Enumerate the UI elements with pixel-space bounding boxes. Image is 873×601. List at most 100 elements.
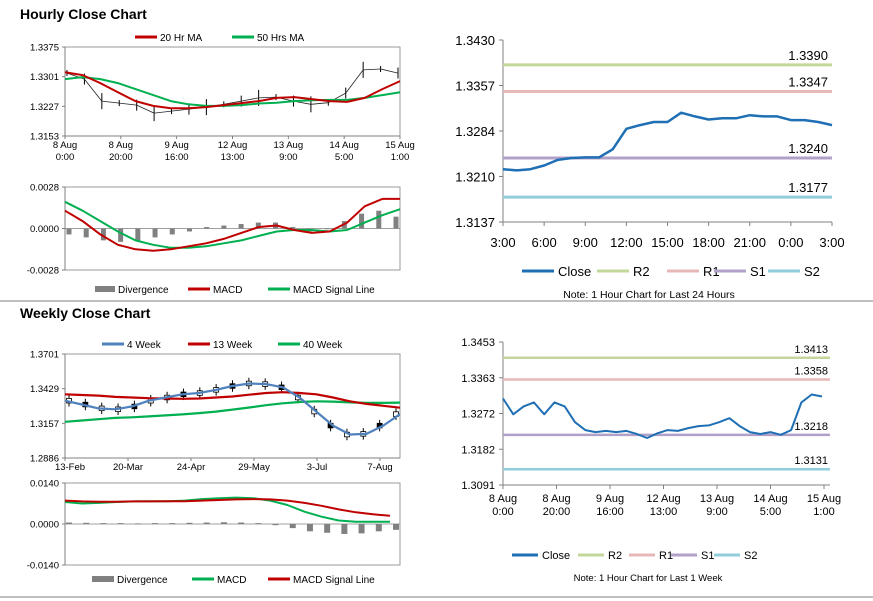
level-label-r1: 1.3358: [794, 366, 828, 378]
x-tick-label: 13-Feb: [55, 462, 85, 473]
legend-item: 4 Week: [102, 340, 162, 351]
chart-note: Note: 1 Hour Chart for Last 24 Hours: [563, 289, 735, 301]
legend-label: S2: [744, 550, 757, 562]
x-tick-label: 9:00: [706, 506, 727, 518]
y-tick-label: 1.3284: [455, 124, 495, 139]
x-tick-label: 7-Aug: [367, 462, 392, 473]
divergence-bar: [375, 524, 382, 532]
divergence-bar: [100, 523, 107, 524]
x-tick-label: 9 Aug: [165, 140, 189, 151]
series-line-signal: [64, 498, 391, 517]
legend-label: MACD: [217, 575, 246, 586]
x-tick-label: 3-Jul: [307, 462, 328, 473]
divergence-bar: [238, 224, 244, 229]
legend-label: R1: [703, 264, 720, 279]
x-tick-label: 0:00: [778, 235, 803, 250]
legend-item: R1: [667, 264, 720, 279]
divergence-bar: [152, 523, 159, 524]
x-tick-label: 3:00: [490, 235, 515, 250]
divergence-bar: [220, 522, 227, 524]
series-line-50hr-ma: [64, 76, 401, 107]
series-line-close: [502, 393, 823, 439]
legend-item: R2: [597, 264, 650, 279]
divergence-bar: [306, 524, 313, 532]
x-tick-label: 0:00: [56, 152, 75, 163]
y-axis: 1.3375 1.3301 1.3227 1.3153: [30, 43, 66, 143]
y-tick-label: 1.3701: [30, 350, 59, 361]
legend-label: R2: [608, 550, 622, 562]
divergence-bar: [100, 228, 106, 241]
x-tick-label: 15:00: [651, 235, 684, 250]
divergence-bar: [117, 523, 124, 524]
series-line-close: [502, 111, 833, 172]
legend-label: S2: [804, 264, 820, 279]
legend-label: Divergence: [117, 575, 168, 586]
x-tick-label: 16:00: [165, 152, 189, 163]
hourly-section-title: Hourly Close Chart: [20, 6, 147, 22]
y-tick-label: 0.0000: [30, 224, 59, 235]
series-line-signal: [64, 200, 401, 249]
divergence-bar: [324, 524, 331, 533]
legend-label: 4 Week: [127, 340, 162, 351]
divergence-bar: [359, 213, 365, 229]
divergence-bar: [134, 523, 141, 525]
series-line-40-week: [64, 400, 401, 423]
divergence-bar: [169, 523, 176, 524]
level-label-r2: 1.3413: [794, 344, 828, 356]
x-tick-label: 14 Aug: [329, 140, 359, 151]
x-tick-label: 8 Aug: [109, 140, 133, 151]
x-tick-label: 3:00: [819, 235, 844, 250]
x-tick-label: 9 Aug: [596, 493, 624, 505]
x-tick-label: 9:00: [573, 235, 598, 250]
x-tick-label: 8 Aug: [542, 493, 570, 505]
x-tick-label: 20:00: [543, 506, 571, 518]
y-tick-label: 1.3091: [461, 480, 495, 492]
divergence-bar: [341, 524, 348, 534]
y-tick-label: 1.3210: [455, 170, 495, 185]
y-tick-label: 1.3153: [30, 132, 59, 143]
legend-label: 13 Week: [213, 340, 253, 351]
legend-item: S2: [768, 264, 820, 279]
y-tick-label: 1.3227: [30, 102, 59, 113]
x-tick-label: 13 Aug: [700, 493, 734, 505]
divergence-bar: [152, 228, 158, 238]
divergence-bar: [272, 524, 279, 526]
legend-item: MACD Signal Line: [268, 285, 375, 296]
x-tick-label: 15 Aug: [807, 493, 841, 505]
divergence-bar: [204, 227, 210, 229]
legend-item: R1: [629, 550, 673, 562]
divergence-bar: [66, 522, 72, 524]
series-line-13-week: [64, 391, 401, 409]
legend-label: Close: [558, 264, 591, 279]
x-tick-label: 12 Aug: [218, 140, 248, 151]
x-tick-label: 9:00: [279, 152, 298, 163]
legend-label: 20 Hr MA: [160, 33, 203, 44]
legend-label: S1: [701, 550, 714, 562]
legend-label: 50 Hrs MA: [257, 33, 305, 44]
x-tick-label: 5:00: [760, 506, 781, 518]
legend-item: 13 Week: [188, 340, 253, 351]
divergence-bar: [324, 228, 330, 230]
legend-item: MACD Signal Line: [268, 575, 375, 586]
legend-label: S1: [750, 264, 766, 279]
legend-label: MACD Signal Line: [293, 575, 375, 586]
divergence-bar: [290, 227, 296, 229]
legend-item: Divergence: [95, 285, 169, 296]
chart-note: Note: 1 Hour Chart for Last 1 Week: [574, 573, 723, 584]
divergence-bar: [376, 210, 382, 229]
legend-item: MACD: [188, 285, 242, 296]
x-tick-label: 18:00: [692, 235, 725, 250]
divergence-bar: [358, 524, 365, 534]
y-tick-label: 1.3182: [461, 444, 495, 456]
divergence-bar: [393, 524, 399, 530]
x-tick-label: 12 Aug: [646, 493, 680, 505]
divergence-bar: [66, 228, 72, 235]
legend-label: MACD: [213, 285, 242, 296]
x-tick-label: 8 Aug: [489, 493, 517, 505]
legend-item: S2: [714, 550, 757, 562]
legend-label: MACD Signal Line: [293, 285, 375, 296]
x-tick-label: 5:00: [335, 152, 354, 163]
legend-swatch: [92, 576, 114, 582]
